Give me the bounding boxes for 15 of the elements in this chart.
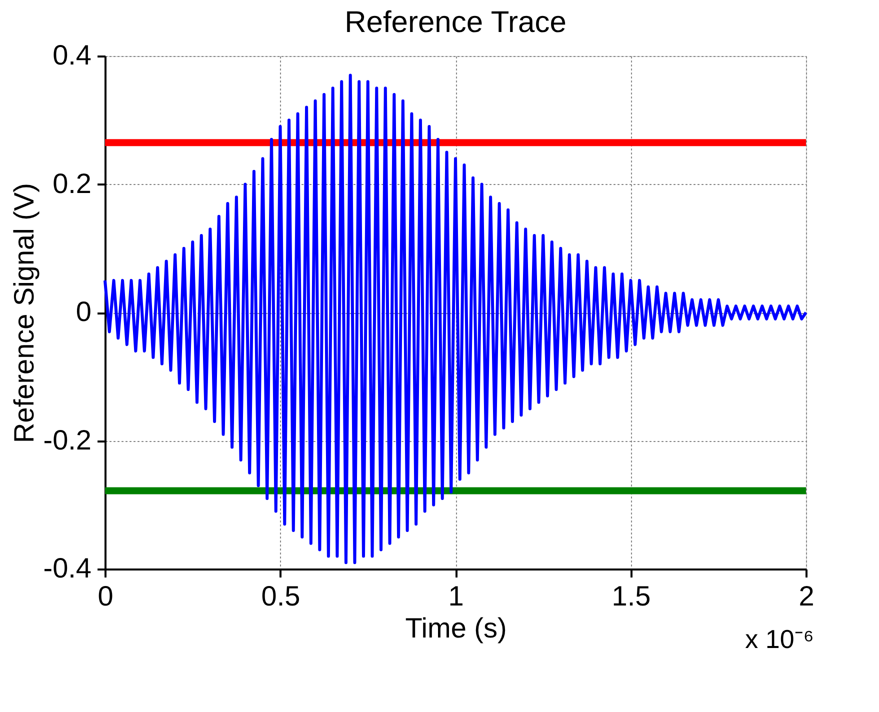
y-tick-label: 0.4: [52, 40, 92, 70]
line-series: [104, 74, 808, 564]
y-tick-label: 0.2: [52, 168, 92, 199]
x-tick-label: 0.5: [261, 580, 300, 612]
y-tick-label: -0.4: [43, 552, 92, 584]
x-tick-label: 0: [98, 580, 114, 612]
y-tick-label: -0.2: [43, 424, 92, 456]
chart-title: Reference Trace: [344, 6, 566, 39]
x-tick-label: 1: [448, 580, 464, 612]
y-tick-label: 0: [76, 296, 92, 327]
y-axis-title: Reference Signal (V): [8, 183, 40, 443]
x-axis-title: Time (s): [405, 612, 507, 644]
x-tick-label: 2: [798, 580, 814, 612]
text: x 10⁻⁶: [745, 624, 814, 654]
x-tick-label: 1.5: [612, 580, 651, 612]
